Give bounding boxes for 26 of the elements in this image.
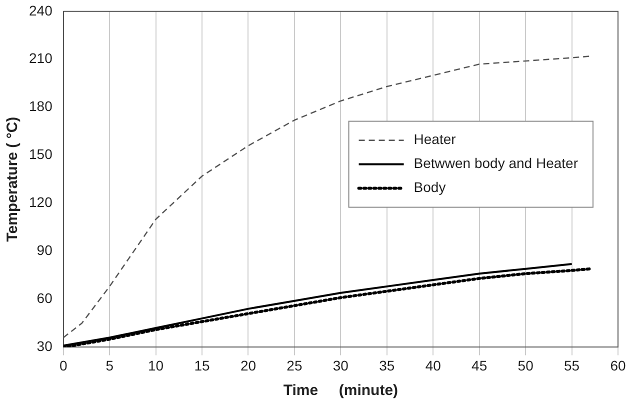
x-tick-label: 20 [240,357,256,374]
legend-label: Body [414,179,446,196]
y-tick-label: 30 [36,338,53,354]
x-tick-label: 45 [472,357,488,374]
y-tick-label: 180 [29,98,53,114]
x-tick-label: 30 [332,357,349,374]
x-axis-title: Time (minute) [283,382,398,400]
x-tick-label: 5 [106,357,114,374]
y-axis-title: Temperature ( °C) [4,116,22,242]
x-tick-label: 35 [379,357,395,374]
x-tick-label: 15 [194,357,210,374]
legend-label: Heater [414,131,456,148]
y-tick-label: 60 [36,290,53,306]
y-tick-label: 150 [29,146,53,162]
y-tick-label: 210 [29,50,53,66]
x-tick-label: 50 [518,357,534,374]
legend-label: Betwwen body and Heater [414,155,578,172]
x-tick-label: 55 [564,357,580,374]
y-tick-label: 90 [36,242,53,258]
x-tick-label: 10 [148,357,164,374]
x-tick-label: 60 [610,357,626,374]
x-tick-label: 0 [59,357,68,374]
x-tick-label: 25 [286,357,302,374]
x-tick-label: 40 [425,357,442,374]
y-tick-label: 240 [29,2,53,18]
y-tick-label: 120 [29,194,53,210]
